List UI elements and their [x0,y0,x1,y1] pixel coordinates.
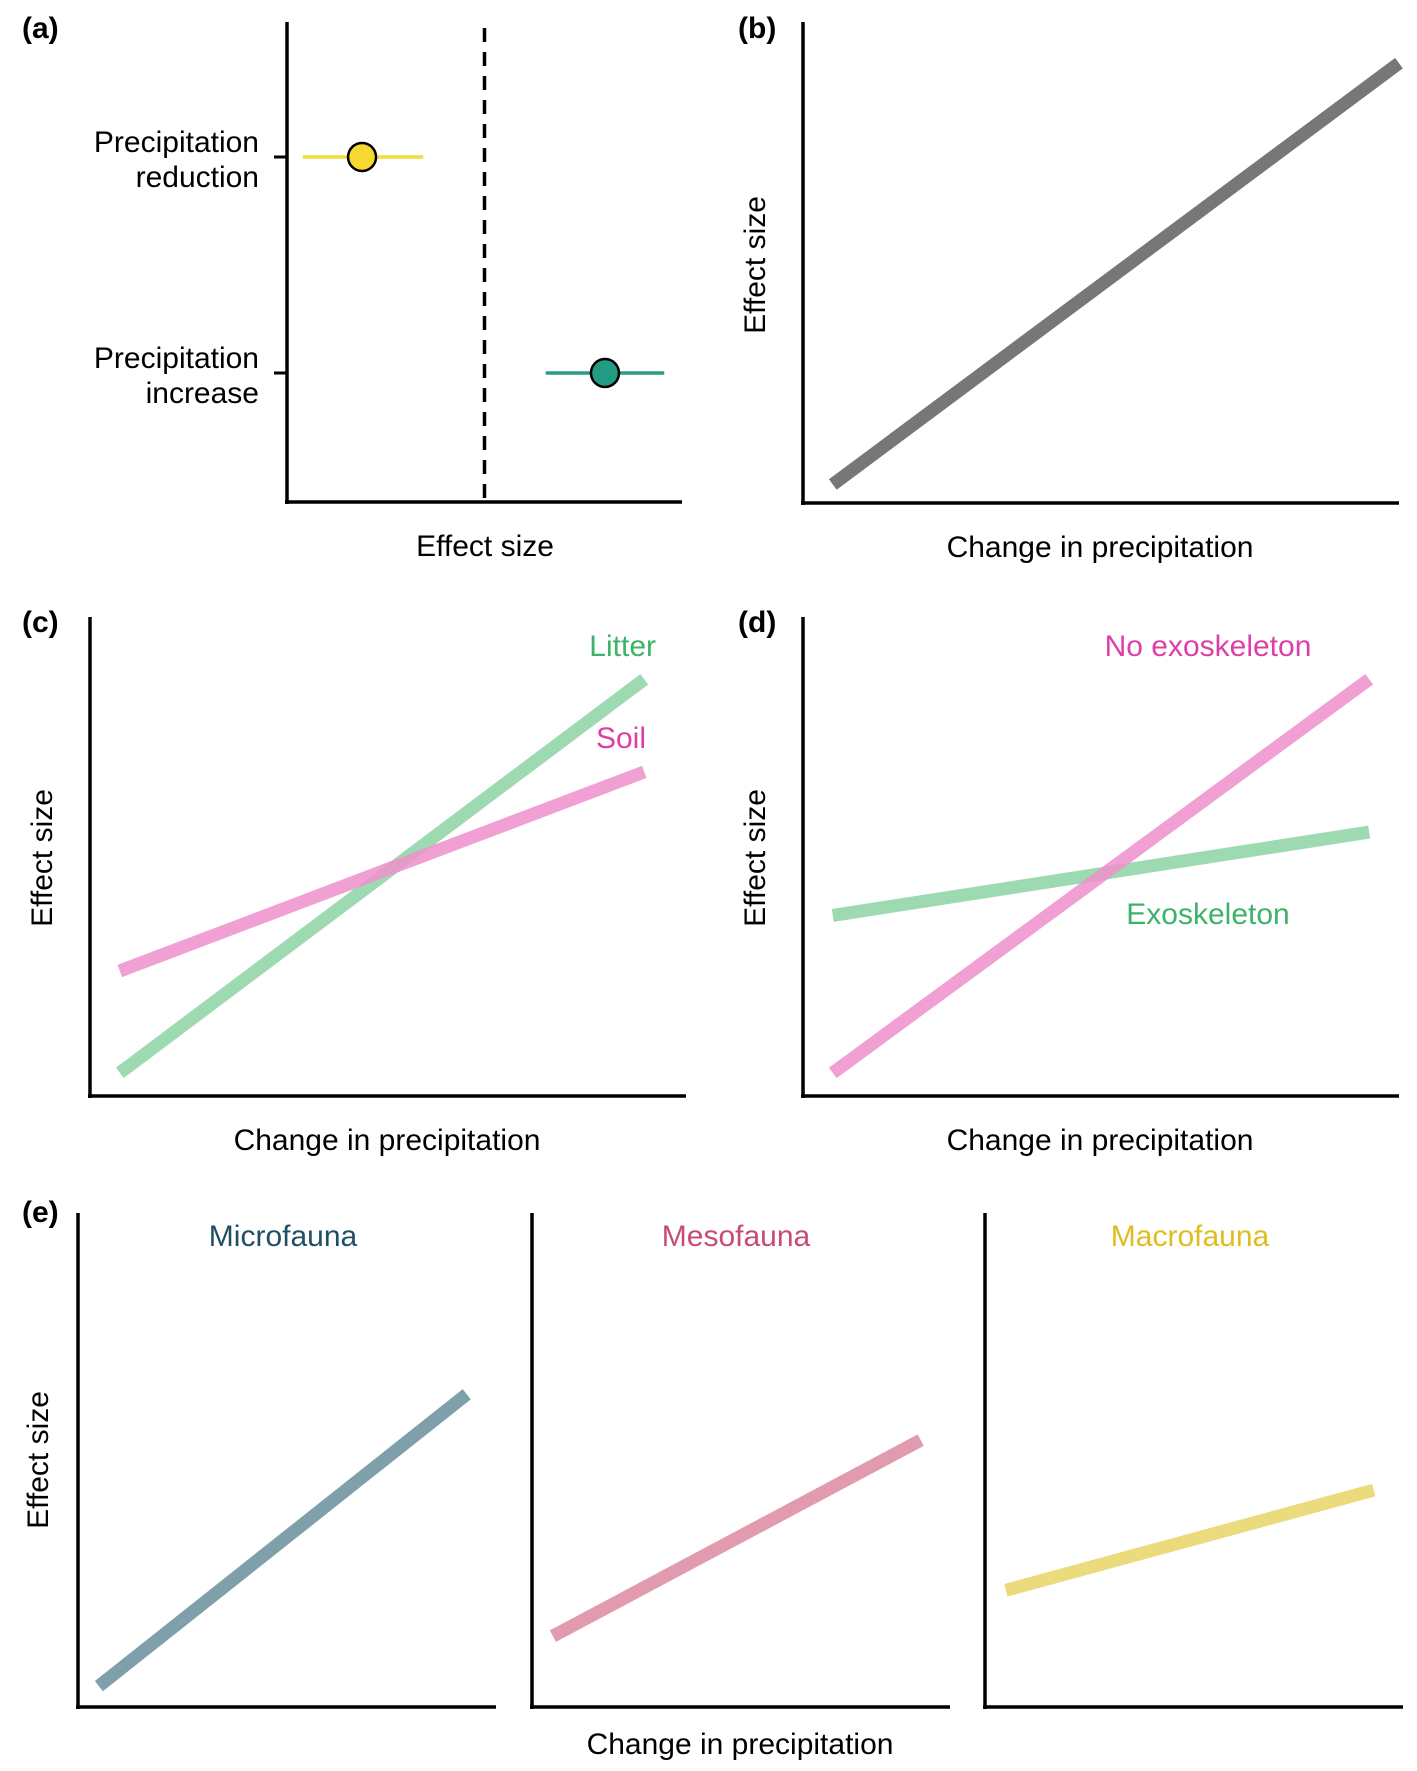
panel-d-y-axis-label: Effect size [739,789,772,927]
panel-b-x-axis-label: Change in precipitation [947,531,1254,564]
panel-c-series-label-soil: Soil [596,722,646,755]
panel-e-series-label-microfauna: Microfauna [209,1220,358,1253]
panel-e-subplot-mesofauna: Mesofauna [530,1213,950,1709]
panel-a-x-axis-label: Effect size [416,530,554,563]
panel-c-line-soil [117,765,647,978]
panel-c: (c) Litter Soil Change in precipitation … [22,606,686,1157]
panel-a: (a) Precipitation reduction Precipitatio… [22,12,682,563]
panel-e-line-microfauna [94,1389,471,1692]
panel-c-x-axis-label: Change in precipitation [234,1124,541,1157]
panel-c-y-axis-label: Effect size [26,789,59,927]
panel-c-label: (c) [22,606,59,639]
panel-b-y-axis-label: Effect size [739,196,772,334]
panel-d-line-no-exoskeleton [828,674,1374,1079]
panel-d-series-label-exoskeleton: Exoskeleton [1126,898,1289,931]
panel-b-label: (b) [738,12,776,45]
panel-b-series-line [828,57,1403,490]
panel-d: (d) No exoskeleton Exoskeleton Change in… [738,606,1399,1157]
panel-e-y-axis-label: Effect size [22,1391,55,1529]
panel-c-series-label-litter: Litter [589,630,656,663]
panel-e-series-label-macrofauna: Macrofauna [1111,1220,1270,1253]
panel-e-subplot-microfauna: Microfauna [76,1213,496,1709]
panel-b: (b) Change in precipitation Effect size [738,12,1403,564]
panel-e-series-label-mesofauna: Mesofauna [662,1220,811,1253]
panel-a-point-increase [589,357,621,389]
panel-a-label: (a) [22,12,59,45]
panel-a-tick-label-reduction-line2: reduction [136,161,259,194]
panel-d-label: (d) [738,606,776,639]
panel-a-tick-label-increase-line1: Precipitation [94,342,259,375]
panel-e-x-axis-label: Change in precipitation [587,1728,894,1761]
panel-a-point-reduction [346,141,378,173]
panel-e-label: (e) [22,1196,59,1229]
panel-e-line-mesofauna [549,1434,924,1642]
panel-d-series-label-no-exoskeleton: No exoskeleton [1105,630,1312,663]
panel-d-x-axis-label: Change in precipitation [947,1124,1254,1157]
panel-a-tick-label-increase-line2: increase [146,377,259,410]
panel-e-line-macrofauna [1004,1483,1376,1597]
panel-e: (e) Microfauna Mesofauna Macrofauna Chan… [22,1196,1403,1761]
panel-a-tick-label-reduction-line1: Precipitation [94,126,259,159]
panel-e-subplot-macrofauna: Macrofauna [983,1213,1403,1709]
